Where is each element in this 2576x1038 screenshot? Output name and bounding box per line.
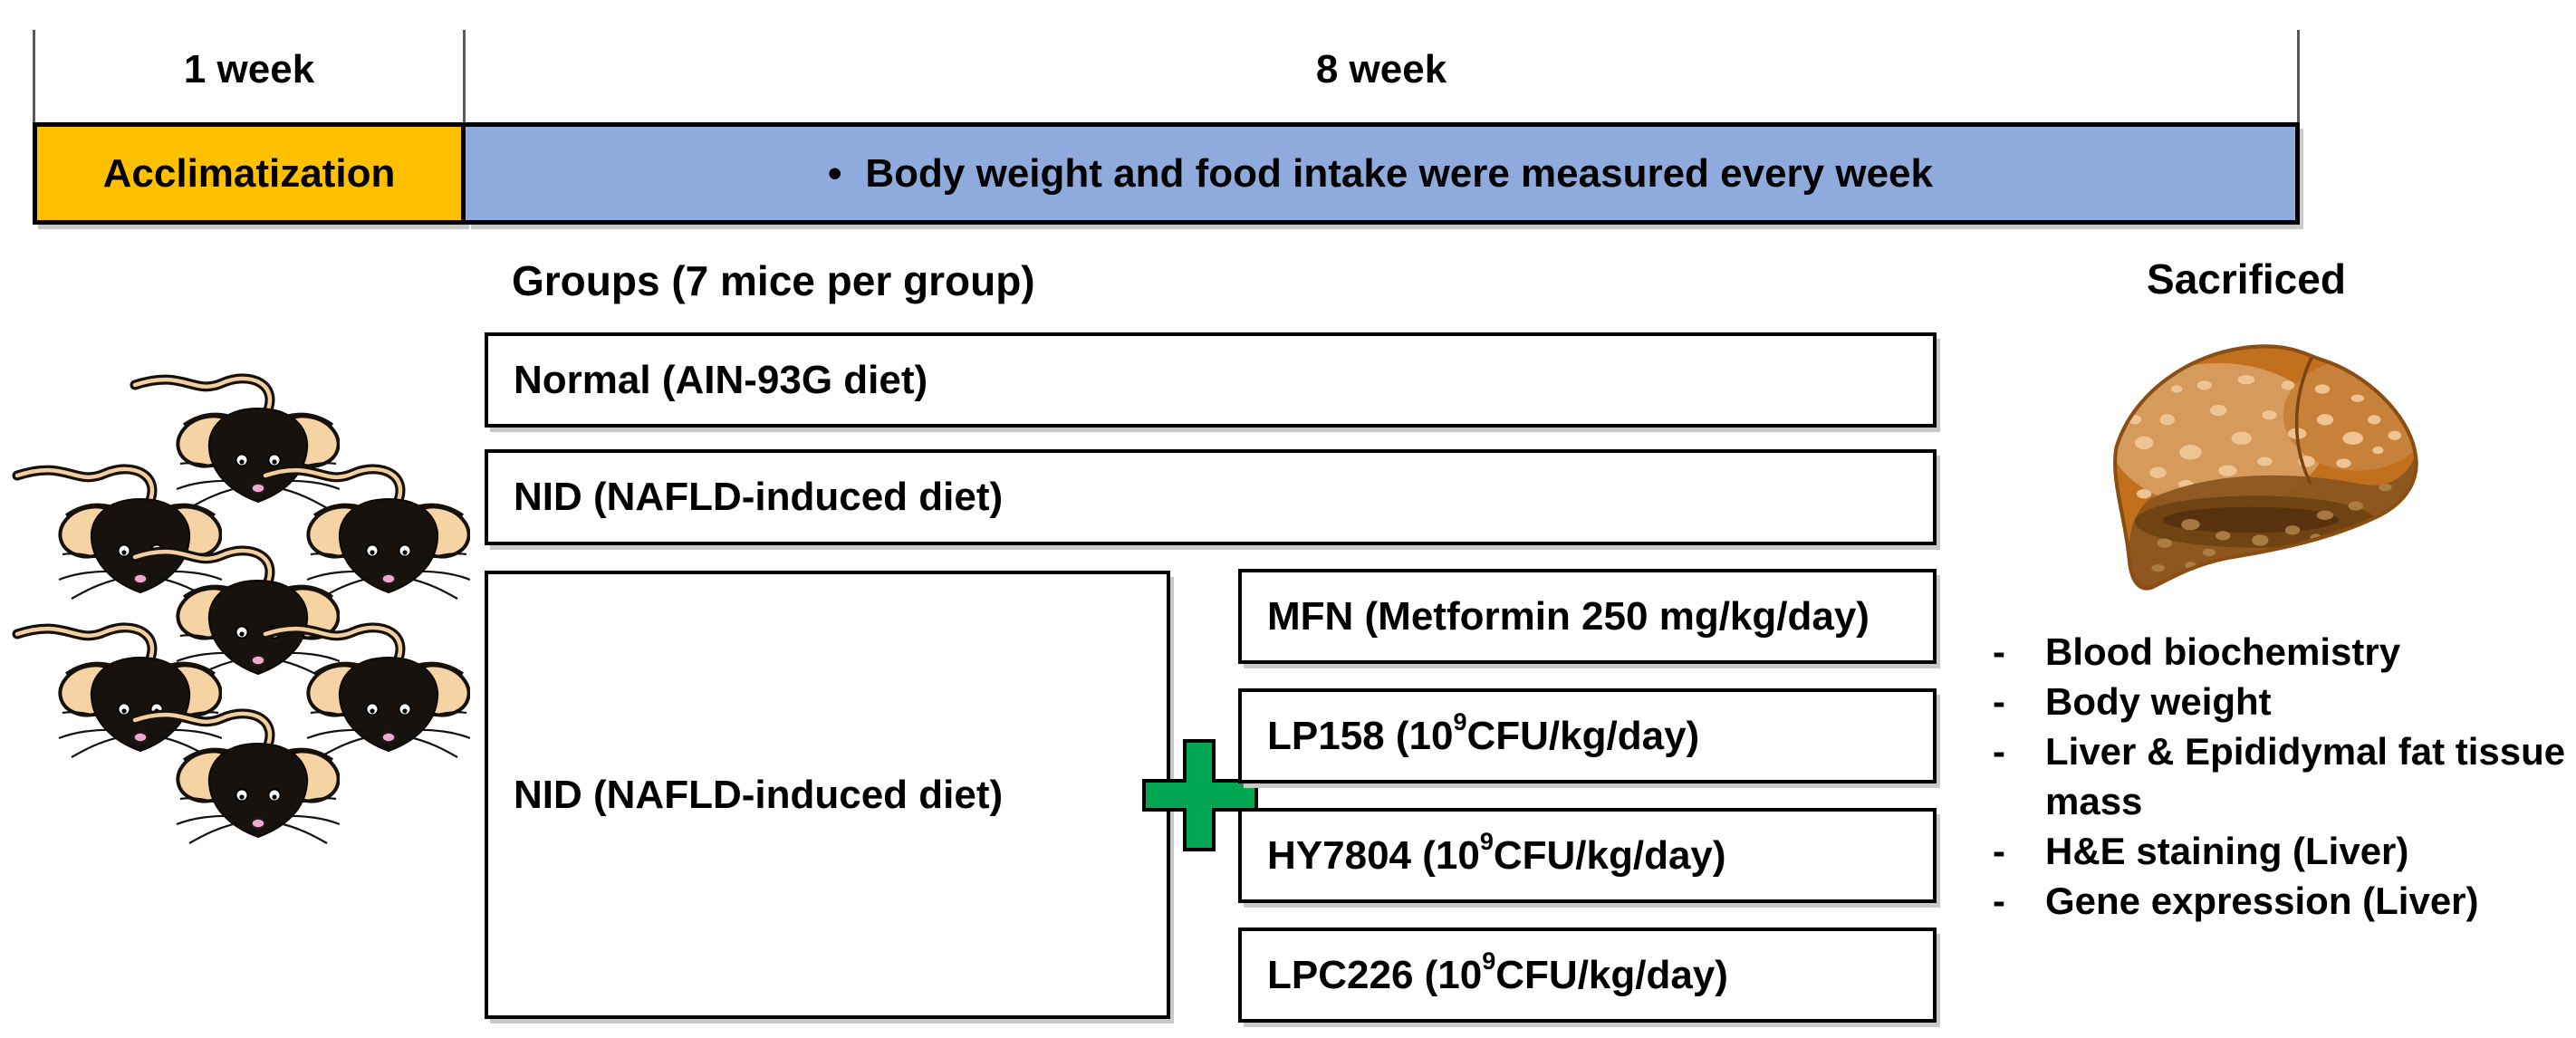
timeline-tick-start xyxy=(33,30,35,122)
mouse-icon xyxy=(104,693,340,847)
group-box-nid-base-label: NID (NAFLD-induced diet) xyxy=(514,772,1004,817)
treatment-box-lp158: LP158 (10 9 CFU/kg/day) xyxy=(1238,688,1937,783)
sacrificed-heading: Sacrificed xyxy=(2147,255,2346,303)
plus-icon-shape xyxy=(1142,739,1258,851)
treatment-lpc226-label: LPC226 (10 xyxy=(1267,952,1483,997)
group-box-nid-treatment-base: NID (NAFLD-induced diet) xyxy=(485,571,1170,1019)
group-box-normal-label: Normal (AIN-93G diet) xyxy=(514,357,928,402)
timeline-duration-1week: 1 week xyxy=(183,47,315,91)
acclimatization-label: Acclimatization xyxy=(102,150,396,196)
list-item-text: Gene expression (Liver) xyxy=(2045,879,2479,922)
bullet-icon: • xyxy=(827,150,842,196)
list-item-text: Blood biochemistry xyxy=(2045,630,2401,673)
groups-heading: Groups (7 mice per group) xyxy=(512,257,1035,304)
treatment-lpc226-sup: 9 xyxy=(1482,947,1496,975)
timeline-tick-end xyxy=(2297,30,2300,122)
treatment-mfn-label: MFN (Metformin 250 mg/kg/day) xyxy=(1267,593,1870,639)
treatment-lp158-sup: 9 xyxy=(1453,708,1467,735)
list-item: - Blood biochemistry xyxy=(1993,627,2572,677)
group-box-nid-label: NID (NAFLD-induced diet) xyxy=(514,475,1004,519)
treatment-lp158-post: CFU/kg/day) xyxy=(1466,713,1700,758)
acclimatization-bar: Acclimatization xyxy=(33,122,466,225)
list-item-text: H&E staining (Liver) xyxy=(2045,830,2409,872)
list-item: - Gene expression (Liver) xyxy=(1993,876,2572,926)
treatment-lp158-label: LP158 (10 xyxy=(1267,713,1454,758)
treatment-box-mfn: MFN (Metformin 250 mg/kg/day) xyxy=(1238,569,1937,664)
timeline-tick-mid xyxy=(463,30,466,122)
dash-bullet-icon: - xyxy=(1993,630,2005,673)
plus-icon xyxy=(1142,739,1258,851)
treatment-box-hy7804: HY7804 (10 9 CFU/kg/day) xyxy=(1238,808,1937,903)
group-box-normal: Normal (AIN-93G diet) xyxy=(485,332,1937,428)
treatment-lpc226-post: CFU/kg/day) xyxy=(1495,952,1728,997)
treatment-box-lpc226: LPC226 (10 9 CFU/kg/day) xyxy=(1238,927,1937,1023)
list-item: - H&E staining (Liver) xyxy=(1993,826,2572,876)
list-item-text: Liver & Epididymal fat tissue mass xyxy=(2045,730,2566,822)
sacrifice-analysis-list: - Blood biochemistry - Body weight - Liv… xyxy=(1993,627,2572,926)
dash-bullet-icon: - xyxy=(1993,680,2005,723)
list-item-text: Body weight xyxy=(2045,680,2272,723)
list-item: - Body weight xyxy=(1993,677,2572,726)
dash-bullet-icon: - xyxy=(1993,730,2005,773)
treatment-hy7804-post: CFU/kg/day) xyxy=(1493,832,1726,878)
treatment-hy7804-sup: 9 xyxy=(1479,828,1494,855)
dash-bullet-icon: - xyxy=(1993,830,2005,872)
list-item: - Liver & Epididymal fat tissue mass xyxy=(1993,726,2572,826)
measurement-label: Body weight and food intake were measure… xyxy=(865,150,1934,196)
timeline-duration-8week: 8 week xyxy=(1315,47,1447,91)
treatment-hy7804-label: HY7804 (10 xyxy=(1267,832,1480,878)
group-box-nid: NID (NAFLD-induced diet) xyxy=(485,449,1937,545)
liver-icon xyxy=(2113,344,2418,591)
measurement-period-bar: • Body weight and food intake were measu… xyxy=(466,122,2300,225)
dash-bullet-icon: - xyxy=(1993,879,2005,922)
